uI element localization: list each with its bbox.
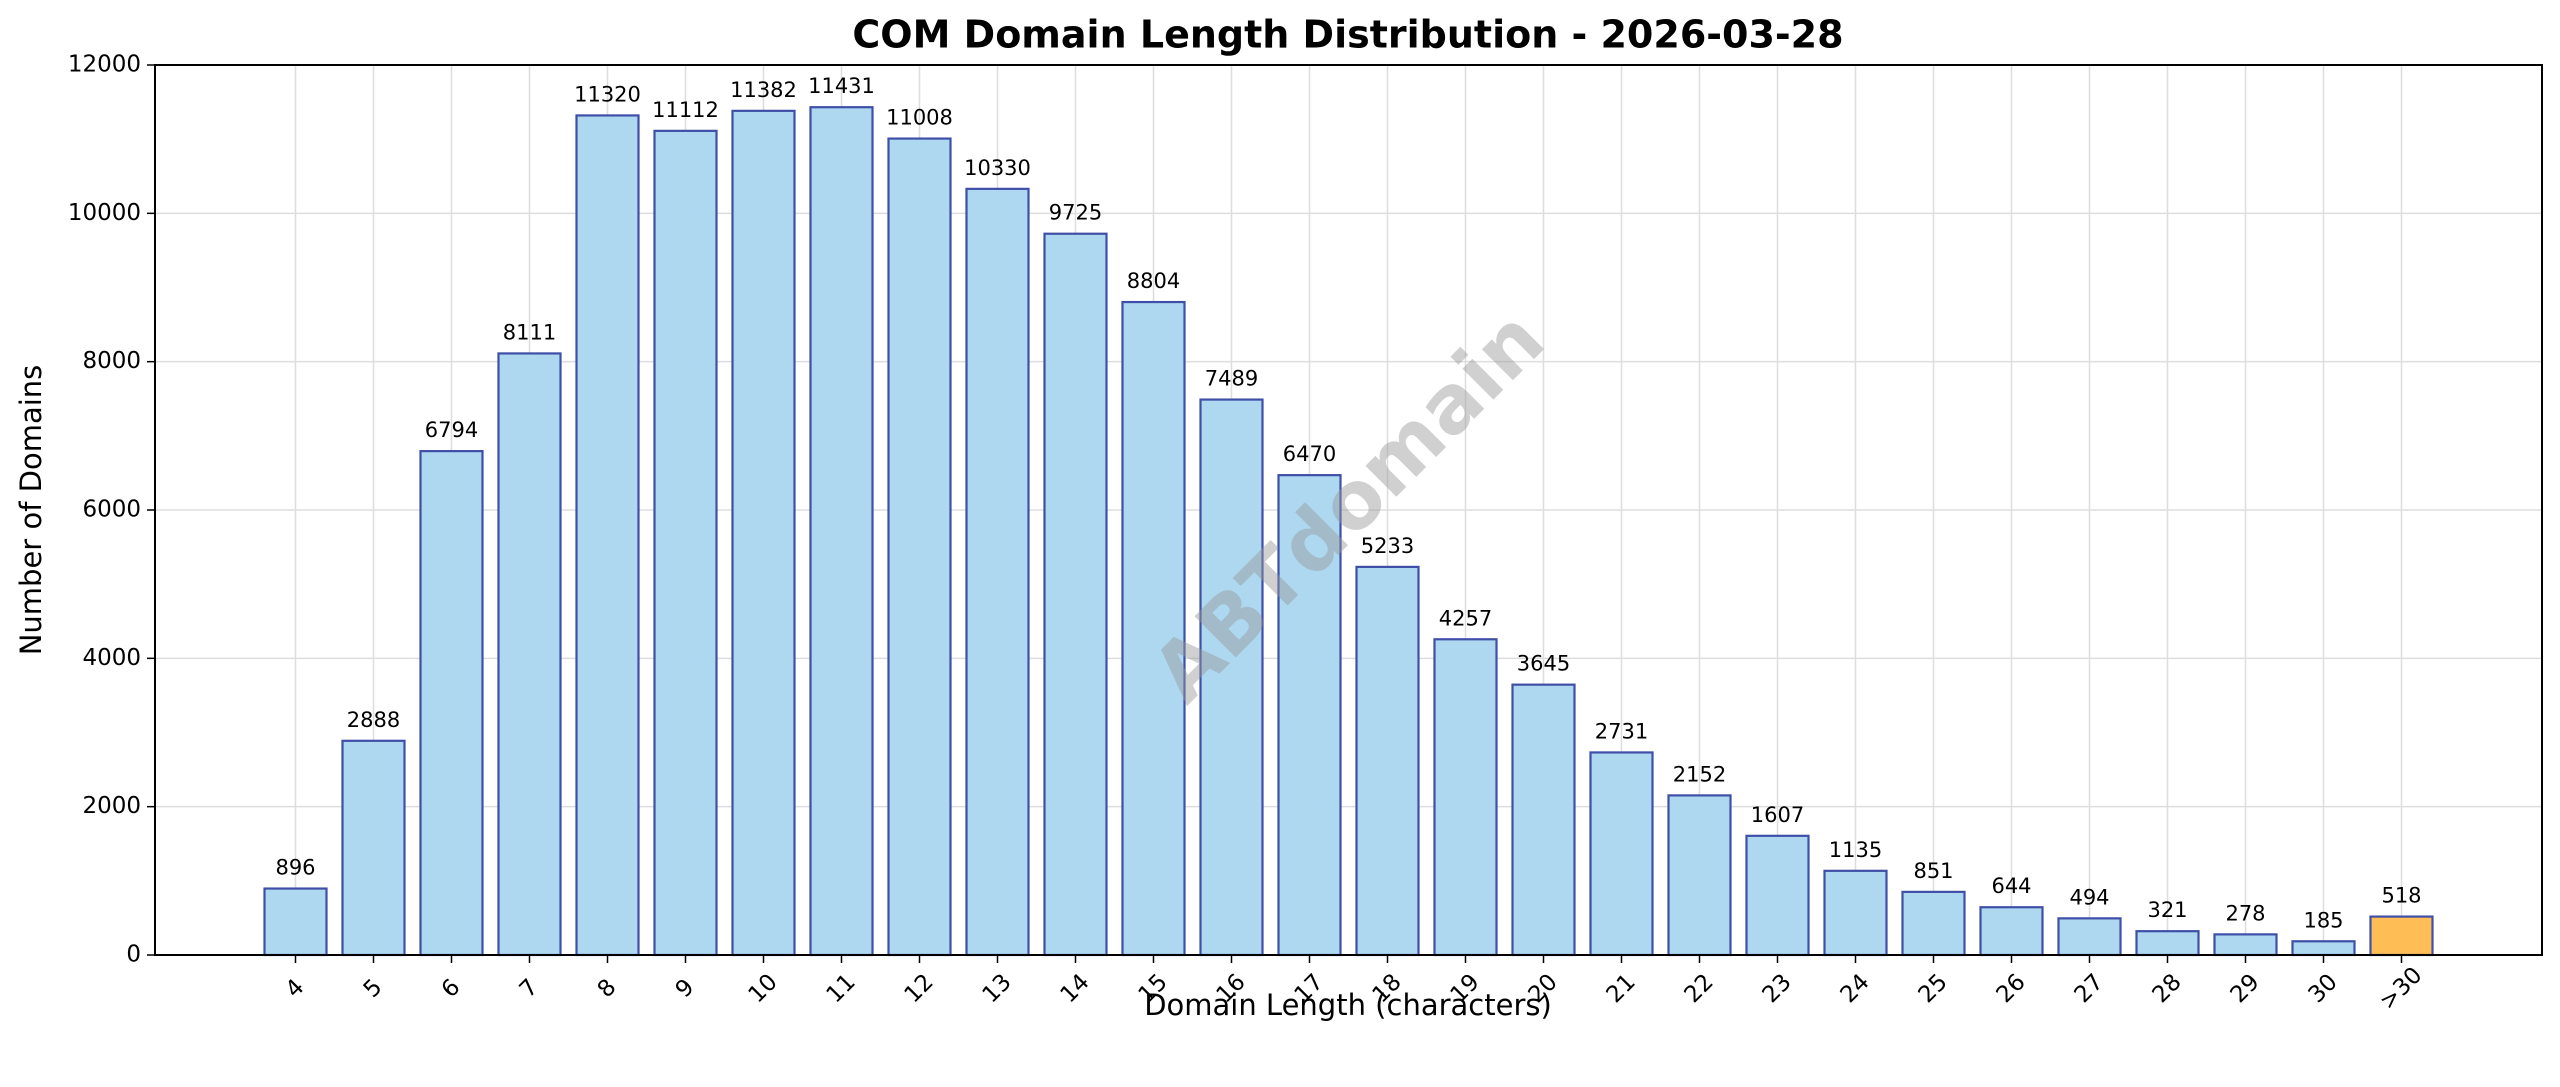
bar — [731, 109, 796, 957]
x-tick-label: >30 — [2375, 962, 2428, 1015]
x-tick-label: 27 — [2070, 969, 2109, 1008]
x-axis-label: Domain Length (characters) — [1144, 988, 1552, 1022]
data-label: 1135 — [1829, 838, 1882, 862]
bar — [2369, 915, 2434, 957]
data-label: 518 — [2381, 884, 2421, 908]
x-tick-label: 30 — [2304, 969, 2343, 1008]
bar — [1901, 890, 1966, 957]
x-tick-label: 6 — [437, 974, 466, 1003]
bar — [2135, 930, 2200, 957]
plot-frame — [154, 64, 2543, 956]
data-label: 11320 — [574, 82, 641, 106]
bar — [419, 450, 484, 957]
bar — [1823, 869, 1888, 957]
data-label: 4257 — [1439, 606, 1492, 630]
bar — [965, 187, 1030, 957]
y-tick-label: 12000 — [68, 52, 141, 78]
x-tick-label: 14 — [1056, 969, 1095, 1008]
bar — [497, 352, 562, 957]
x-tick-label: 12 — [900, 969, 939, 1008]
x-tick-label: 7 — [515, 974, 544, 1003]
bar — [1667, 794, 1732, 957]
bar — [1589, 751, 1654, 957]
x-tick-label: 24 — [1836, 969, 1875, 1008]
x-tick-label: 22 — [1680, 969, 1719, 1008]
y-tick-label: 10000 — [68, 200, 141, 226]
y-tick-label: 8000 — [82, 348, 141, 374]
data-label: 11008 — [886, 106, 953, 130]
x-tick-label: 10 — [744, 969, 783, 1008]
x-tick-label: 4 — [281, 974, 310, 1003]
data-label: 11431 — [808, 74, 875, 98]
bar — [1979, 906, 2044, 957]
bar — [2291, 940, 2356, 957]
x-tick-label: 11 — [822, 969, 861, 1008]
x-tick-label: 8 — [593, 974, 622, 1003]
bar — [2057, 917, 2122, 957]
bar — [2213, 933, 2278, 957]
y-tick-label: 2000 — [82, 793, 141, 819]
data-label: 5233 — [1361, 534, 1414, 558]
data-label: 278 — [2225, 901, 2265, 925]
data-label: 7489 — [1205, 367, 1258, 391]
data-label: 644 — [1991, 874, 2031, 898]
bar — [653, 129, 718, 957]
data-label: 896 — [275, 856, 315, 880]
y-axis-label: Number of Domains — [14, 365, 48, 656]
x-tick-label: 21 — [1602, 969, 1641, 1008]
data-label: 11112 — [652, 98, 719, 122]
x-tick-label: 28 — [2148, 969, 2187, 1008]
bar — [1199, 398, 1264, 957]
data-label: 9725 — [1049, 201, 1102, 225]
bar — [887, 137, 952, 957]
bar — [263, 887, 328, 957]
chart-title: COM Domain Length Distribution - 2026-03… — [852, 13, 1843, 57]
bar — [575, 114, 640, 957]
data-label: 321 — [2147, 898, 2187, 922]
x-tick-label: 5 — [359, 974, 388, 1003]
x-tick-label: 9 — [671, 974, 700, 1003]
data-label: 11382 — [730, 78, 797, 102]
data-label: 10330 — [964, 156, 1031, 180]
data-label: 6470 — [1283, 442, 1336, 466]
data-label: 8804 — [1127, 269, 1180, 293]
x-tick-label: 29 — [2226, 969, 2265, 1008]
watermark: ABTdomain — [1134, 292, 1561, 719]
data-label: 494 — [2069, 885, 2109, 909]
bar — [1043, 232, 1108, 957]
data-label: 3645 — [1517, 652, 1570, 676]
data-label: 8111 — [503, 320, 556, 344]
bar — [1433, 638, 1498, 957]
data-label: 6794 — [425, 418, 478, 442]
data-label: 2731 — [1595, 719, 1648, 743]
x-tick-label: 25 — [1914, 969, 1953, 1008]
y-tick-label: 6000 — [82, 497, 141, 523]
data-label: 851 — [1913, 859, 1953, 883]
y-tick-label: 4000 — [82, 645, 141, 671]
x-tick-label: 13 — [978, 969, 1017, 1008]
x-tick-label: 23 — [1758, 969, 1797, 1008]
bar — [1121, 300, 1186, 957]
data-label: 2152 — [1673, 762, 1726, 786]
bar — [1277, 474, 1342, 957]
data-label: 185 — [2303, 908, 2343, 932]
data-label: 2888 — [347, 708, 400, 732]
bar — [341, 739, 406, 957]
bar — [809, 106, 874, 957]
bar — [1355, 565, 1420, 957]
y-tick-label: 0 — [126, 942, 141, 968]
x-tick-label: 26 — [1992, 969, 2031, 1008]
bar — [1511, 683, 1576, 957]
data-label: 1607 — [1751, 803, 1804, 827]
bar — [1745, 834, 1810, 957]
